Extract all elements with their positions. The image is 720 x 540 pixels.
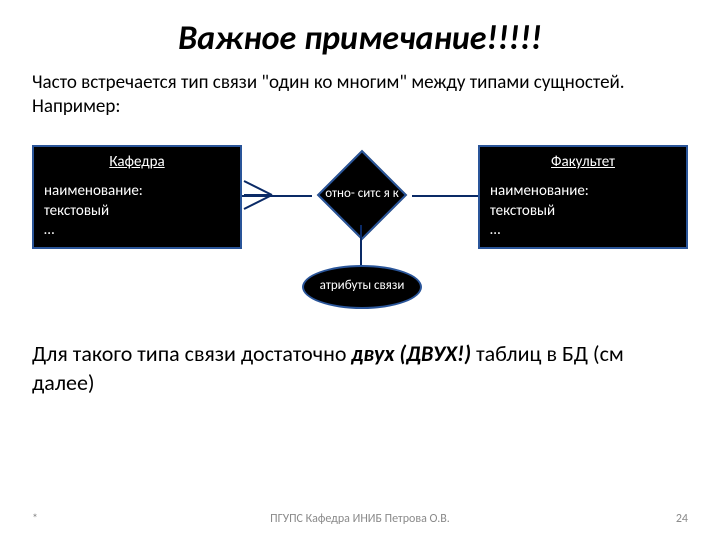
entity-fakultet-attrs: наименование: текстовый …	[490, 182, 676, 241]
entity-kafedra: Кафедра наименование: текстовый …	[32, 145, 242, 249]
entity-kafedra-attrs: наименование: текстовый …	[44, 182, 230, 241]
conclusion-pre: Для такого типа связи достаточно	[32, 340, 351, 367]
relation-label: отно- ситс я к	[312, 163, 412, 227]
conclusion-emph: двух (ДВУХ!)	[351, 340, 471, 367]
er-diagram: Кафедра наименование: текстовый … отно- …	[32, 145, 688, 325]
page-number: 24	[676, 512, 688, 526]
footer-left: *	[32, 512, 38, 526]
entity-kafedra-title: Кафедра	[44, 153, 230, 173]
relation-diamond: отно- ситс я к	[312, 163, 412, 227]
entity-fakultet: Факультет наименование: текстовый …	[478, 145, 688, 249]
intro-text: Часто встречается тип связи "один ко мно…	[32, 71, 688, 119]
entity-fakultet-title: Факультет	[490, 153, 676, 173]
slide-footer: * ПГУПС Кафедра ИНИБ Петрова О.В. 24	[0, 512, 720, 526]
conclusion-text: Для такого типа связи достаточно двух (Д…	[32, 339, 688, 398]
relation-attrs-label: атрибуты связи	[320, 279, 405, 293]
slide-title: Важное примечание!!!!!	[32, 18, 688, 59]
edge-right	[412, 195, 478, 197]
relation-attrs-ellipse: атрибуты связи	[302, 265, 422, 309]
footer-center: ПГУПС Кафедра ИНИБ Петрова О.В.	[0, 512, 720, 526]
